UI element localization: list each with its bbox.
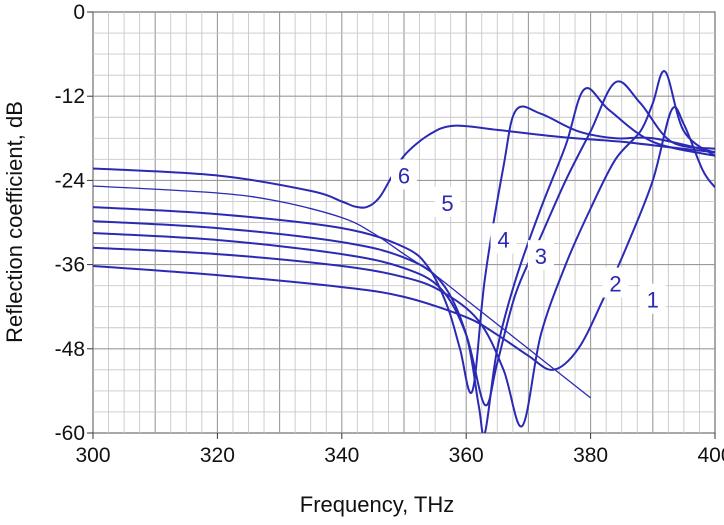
curve-label-background — [639, 283, 666, 314]
x-tick-label: 400 — [697, 444, 724, 467]
series-line-4 — [93, 87, 715, 433]
series-line-2 — [93, 70, 715, 428]
curve-label-2: 2 — [609, 272, 621, 297]
series-line-unlabeled — [93, 185, 592, 399]
curve-label-background — [527, 240, 554, 271]
curve-label-1: 1 — [647, 288, 659, 313]
curve-label-6: 6 — [398, 163, 410, 188]
curve-label-background — [490, 223, 517, 254]
curve-label-background — [602, 267, 629, 298]
curve-label-5: 5 — [441, 191, 453, 216]
y-tick-label: -48 — [55, 338, 85, 361]
y-tick-label: -60 — [55, 422, 85, 445]
y-tick-label: -12 — [55, 85, 85, 108]
y-tick-label: 0 — [73, 1, 85, 24]
series-line-5 — [93, 105, 715, 394]
x-tick-label: 320 — [200, 444, 235, 467]
x-tick-label: 300 — [75, 444, 110, 467]
x-tick-label: 340 — [324, 444, 359, 467]
curve-label-background — [434, 186, 461, 217]
x-tick-label: 360 — [449, 444, 484, 467]
y-tick-label: -24 — [55, 169, 86, 192]
curve-label-4: 4 — [497, 227, 509, 252]
x-axis-title: Frequency, THz — [300, 492, 454, 517]
x-tick-label: 380 — [573, 444, 608, 467]
y-tick-label: -36 — [55, 254, 85, 277]
curve-label-background — [391, 159, 417, 190]
series-line-3 — [93, 80, 715, 407]
y-axis-title: Reflection coefficient, dB — [2, 101, 27, 343]
curve-label-3: 3 — [535, 244, 547, 269]
